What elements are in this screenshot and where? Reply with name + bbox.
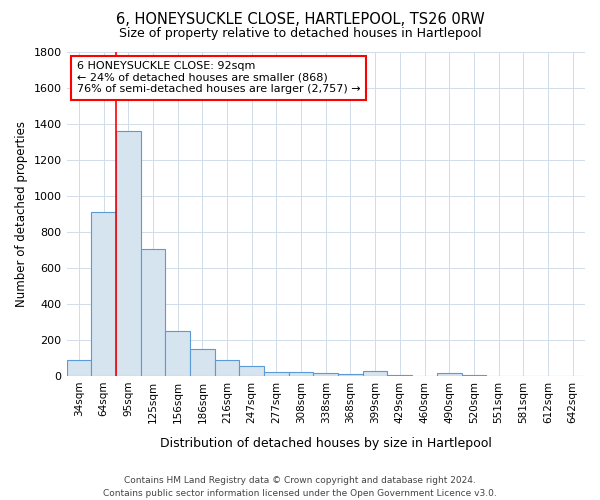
Text: 6 HONEYSUCKLE CLOSE: 92sqm
← 24% of detached houses are smaller (868)
76% of sem: 6 HONEYSUCKLE CLOSE: 92sqm ← 24% of deta…	[77, 61, 361, 94]
Bar	[437, 372, 461, 376]
Bar	[313, 374, 338, 376]
Bar	[338, 374, 363, 376]
Text: Size of property relative to detached houses in Hartlepool: Size of property relative to detached ho…	[119, 28, 481, 40]
Bar	[215, 360, 239, 376]
Bar	[116, 131, 140, 376]
Bar	[239, 366, 264, 376]
Text: 6, HONEYSUCKLE CLOSE, HARTLEPOOL, TS26 0RW: 6, HONEYSUCKLE CLOSE, HARTLEPOOL, TS26 0…	[116, 12, 484, 28]
Bar	[363, 370, 388, 376]
Bar	[165, 331, 190, 376]
X-axis label: Distribution of detached houses by size in Hartlepool: Distribution of detached houses by size …	[160, 437, 492, 450]
Bar	[461, 375, 486, 376]
Bar	[289, 372, 313, 376]
Bar	[140, 249, 165, 376]
Bar	[264, 372, 289, 376]
Text: Contains HM Land Registry data © Crown copyright and database right 2024.
Contai: Contains HM Land Registry data © Crown c…	[103, 476, 497, 498]
Bar	[388, 375, 412, 376]
Bar	[91, 212, 116, 376]
Bar	[190, 350, 215, 376]
Bar	[67, 360, 91, 376]
Y-axis label: Number of detached properties: Number of detached properties	[15, 121, 28, 307]
